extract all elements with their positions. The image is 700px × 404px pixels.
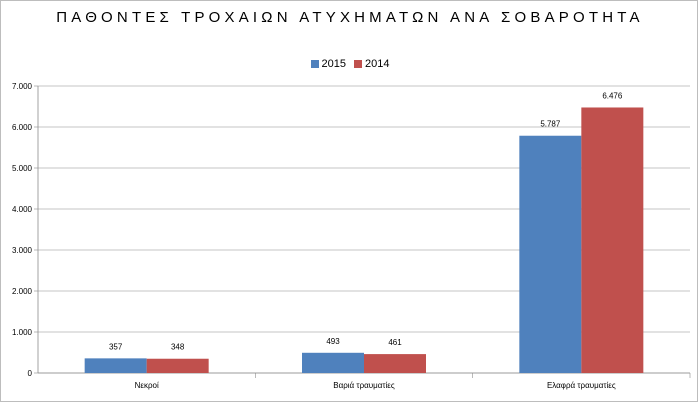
data-label: 493 [326,337,340,346]
data-label: 348 [171,343,185,352]
legend-item-2014: 2014 [354,58,389,70]
y-tick-label: 6.000 [12,123,33,132]
data-label: 5.787 [540,120,561,129]
y-tick-label: 3.000 [12,246,33,255]
y-tick-label: 1.000 [12,328,33,337]
x-tick-label: Ελαφρά τραυματίες [547,381,616,390]
bar-2015-1 [302,352,364,373]
bar-2014-0 [146,358,209,373]
legend-label-2014: 2014 [365,58,390,70]
chart-legend: 2015 2014 [0,58,700,70]
x-tick-label: Νεκροί [135,381,159,390]
bar-2014-2 [581,107,644,373]
bar-2015-0 [84,358,147,373]
legend-swatch-2014 [354,60,362,68]
data-label: 461 [388,338,402,347]
legend-item-2015: 2015 [310,58,346,70]
y-tick-label: 7.000 [12,82,33,91]
data-label: 6.476 [602,91,623,100]
x-tick-label: Βαριά τραυματίες [333,381,395,390]
bar-2014-1 [364,354,426,373]
legend-swatch-2015 [310,60,319,68]
y-tick-label: 4.000 [12,205,33,214]
y-tick-label: 0 [28,369,33,378]
bar-2015-2 [519,135,582,373]
legend-label-2015: 2015 [321,58,346,70]
y-tick-label: 5.000 [12,164,33,173]
data-label: 357 [109,342,123,351]
chart-title: ΠΑΘΟΝΤΕΣ ΤΡΟΧΑΙΩΝ ΑΤΥΧΗΜΑΤΩΝ ΑΝΑ ΣΟΒΑΡΟΤ… [56,9,644,26]
y-tick-label: 2.000 [12,287,33,296]
